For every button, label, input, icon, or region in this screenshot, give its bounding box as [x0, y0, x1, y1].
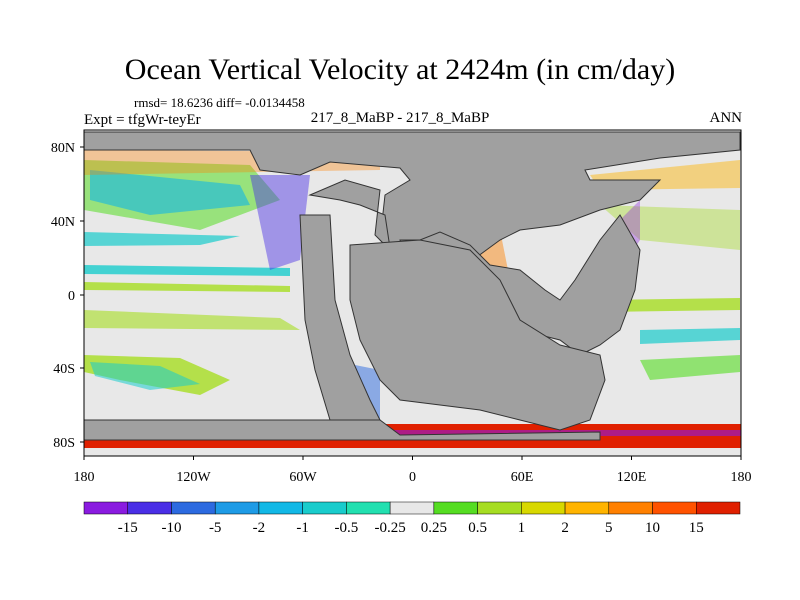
lat-label-0: 0: [68, 289, 75, 304]
colorbar-label: 2: [561, 520, 569, 536]
lon-axis: 180 120W 60W 0 60E 120E 180: [74, 456, 752, 485]
land-north: [83, 131, 741, 263]
lat-axis: 80N 40N 0 40S 80S: [51, 141, 84, 451]
field-patterns: [84, 150, 740, 420]
experiment-label: Expt = tfgWr-teyEr: [84, 112, 201, 128]
lon-label-0: 0: [409, 470, 416, 485]
land-americas: [299, 214, 381, 421]
colorbar-swatch: [258, 501, 303, 515]
colorbar-label: -0.5: [335, 520, 359, 536]
lon-label-120e: 120E: [617, 470, 647, 485]
lon-label-120w: 120W: [176, 470, 211, 485]
colorbar-swatch: [389, 501, 435, 515]
chart-title: Ocean Vertical Velocity at 2424m (in cm/…: [124, 53, 676, 86]
colorbar-label: -2: [253, 520, 266, 536]
colorbar-label: -10: [161, 520, 181, 536]
colorbar-label: 15: [689, 520, 704, 536]
lat-label-40n: 40N: [51, 215, 75, 230]
colorbar-swatch: [171, 501, 216, 515]
colorbar-swatch: [302, 501, 347, 515]
lat-label-40s: 40S: [53, 362, 75, 377]
lon-label-60e: 60E: [511, 470, 534, 485]
field-band: [84, 430, 741, 436]
colorbar-label: 10: [645, 520, 660, 536]
colorbar-label: 0.5: [468, 520, 487, 536]
case-label: 217_8_MaBP - 217_8_MaBP: [310, 110, 490, 126]
lat-label-80s: 80S: [53, 436, 75, 451]
colorbar-label: -1: [296, 520, 309, 536]
field-band: [84, 265, 290, 276]
lon-label-180e: 180: [731, 470, 752, 485]
field-band: [600, 205, 740, 250]
lon-label-60w: 60W: [289, 470, 317, 485]
colorbar-label: 5: [605, 520, 613, 536]
field-band: [90, 362, 200, 390]
colorbar-swatch: [652, 501, 697, 515]
field-band: [90, 170, 250, 215]
colorbar-label: -0.25: [375, 520, 406, 536]
colorbar-swatch: [214, 501, 260, 515]
stats-text: rmsd= 18.6236 diff= -0.0134458: [134, 95, 305, 110]
colorbar-swatch: [346, 501, 391, 515]
colorbar-label: -5: [209, 520, 222, 536]
colorbar-swatch: [608, 501, 653, 515]
field-band: [250, 175, 310, 270]
field-band: [84, 310, 300, 330]
colorbar-label: 1: [518, 520, 526, 536]
colorbar-label: -15: [118, 520, 138, 536]
lon-label-180w: 180: [74, 470, 95, 485]
colorbar: -15 -10 -5 -2 -1 -0.5 -0.25 0.25 0.5 1 2 5 10 15: [83, 501, 741, 536]
season-label: ANN: [709, 110, 743, 126]
colorbar-swatch: [477, 501, 522, 515]
colorbar-swatch: [564, 501, 610, 515]
colorbar-swatch: [433, 501, 478, 515]
map-panel: [83, 129, 742, 457]
field-band: [640, 355, 740, 380]
field-band: [640, 328, 740, 344]
colorbar-swatch: [127, 501, 172, 515]
field-band: [600, 298, 740, 312]
colorbar-swatch: [521, 501, 566, 515]
lat-label-80n: 80N: [51, 141, 75, 156]
land: [83, 131, 741, 441]
colorbar-swatch: [83, 501, 128, 515]
field-band: [84, 232, 240, 246]
colorbar-label: 0.25: [421, 520, 447, 536]
land-south: [349, 239, 606, 431]
colorbar-swatch: [696, 501, 741, 515]
field-band: [84, 282, 290, 292]
